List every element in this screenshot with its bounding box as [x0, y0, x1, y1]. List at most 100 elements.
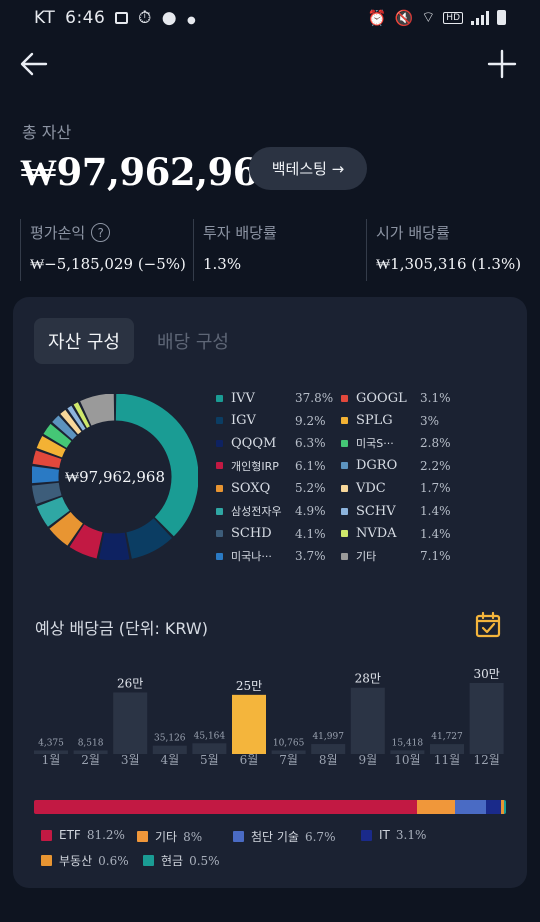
donut-slice[interactable] — [69, 524, 104, 559]
dividend-value-label: 45,164 — [194, 731, 226, 741]
category-legend-item: 현금 0.5% — [143, 852, 220, 869]
month-label: 6월 — [239, 753, 259, 767]
category-segment[interactable] — [34, 800, 417, 814]
dividend-bar[interactable] — [350, 687, 385, 754]
legend-swatch — [341, 439, 348, 447]
legend-percent: 2.2% — [420, 458, 451, 473]
calendar-check-icon[interactable] — [474, 611, 502, 639]
tab-asset-composition[interactable]: 자산 구성 — [34, 318, 134, 364]
donut-slice[interactable] — [32, 450, 62, 469]
dividend-bar[interactable] — [469, 683, 504, 754]
dividend-value-label: 30만 — [473, 667, 499, 681]
backtest-button[interactable]: 백테스팅 → — [249, 147, 367, 190]
category-percent: 81.2% — [86, 828, 125, 842]
legend-swatch — [341, 507, 348, 515]
legend-name: IGV — [231, 413, 256, 429]
legend-swatch — [216, 552, 223, 560]
category-segment[interactable] — [416, 800, 455, 814]
stat-profit: 평가손익 ? ₩−5,185,029 (−5%) — [20, 219, 190, 281]
dividend-bar[interactable] — [271, 750, 306, 755]
stat-invest-yield-value: 1.3% — [203, 255, 242, 273]
donut-slice[interactable] — [67, 405, 86, 431]
legend-swatch — [216, 484, 223, 492]
legend-percent: 1.7% — [420, 481, 451, 496]
legend-item: 미국S··· 2.8% — [341, 433, 451, 453]
status-bar: KT 6:46 ⏱ ● ● ⏰ 🔇 ⌔ HD — [0, 0, 540, 36]
legend-percent: 1.4% — [420, 526, 451, 541]
category-percent: 3.1% — [395, 828, 427, 842]
dividend-bar[interactable] — [192, 743, 227, 754]
legend-name: 미국S··· — [356, 437, 394, 451]
month-label: 9월 — [358, 753, 378, 767]
category-percent: 6.7% — [304, 829, 336, 844]
status-right: ⏰ 🔇 ⌔ HD — [368, 8, 506, 27]
legend-item: NVDA 1.4% — [341, 524, 451, 544]
legend-name: VDC — [356, 480, 386, 496]
dividend-bar[interactable] — [390, 750, 425, 754]
dividend-bar[interactable] — [34, 750, 68, 755]
dividend-bar[interactable] — [430, 744, 464, 754]
donut-slice[interactable] — [49, 511, 84, 546]
legend-swatch — [216, 439, 223, 447]
dividend-value-label: 25만 — [236, 679, 262, 693]
category-stacked-bar — [34, 800, 506, 814]
legend-name: 미국나··· — [231, 550, 272, 564]
legend-percent: 3.7% — [295, 549, 326, 564]
legend-swatch — [341, 530, 348, 538]
donut-slice[interactable] — [115, 393, 199, 537]
donut-slice[interactable] — [31, 466, 60, 484]
category-segment[interactable] — [486, 800, 501, 814]
dividend-bar[interactable] — [73, 750, 108, 755]
legend-percent: 9.2% — [295, 413, 326, 428]
legend-item: 미국나··· 3.7% — [216, 546, 326, 566]
legend-swatch — [341, 417, 348, 425]
donut-slice[interactable] — [31, 482, 62, 505]
donut-svg — [31, 393, 199, 561]
legend-name: SPLG — [356, 413, 393, 429]
legend-swatch — [216, 394, 223, 402]
dividend-bar[interactable] — [113, 692, 148, 754]
month-label: 3월 — [120, 753, 140, 767]
dividend-bar[interactable] — [152, 745, 187, 754]
help-icon[interactable]: ? — [91, 223, 111, 242]
donut-slice[interactable] — [125, 517, 173, 559]
mute-icon: 🔇 — [394, 8, 414, 27]
donut-slice[interactable] — [36, 496, 70, 527]
stat-market-yield-label: 시가 배당률 — [376, 224, 450, 242]
legend-name: NVDA — [356, 526, 397, 542]
month-label: 10월 — [394, 753, 421, 767]
legend-swatch — [341, 394, 348, 402]
wifi-icon: ⌔ — [421, 8, 436, 26]
signal-icon — [471, 10, 489, 25]
month-label: 5월 — [200, 753, 219, 767]
category-swatch — [41, 855, 52, 866]
category-segment[interactable] — [454, 800, 487, 814]
donut-slice[interactable] — [43, 423, 72, 449]
dividend-bar[interactable] — [311, 744, 346, 754]
legend-item: 기타 7.1% — [341, 546, 451, 566]
legend-item: VDC 1.7% — [341, 478, 451, 498]
stat-market-yield: 시가 배당률 ₩1,305,316 (1.3%) — [366, 219, 526, 281]
dividend-title: 예상 배당금 (단위: KRW) — [35, 619, 208, 638]
legend-swatch — [216, 462, 223, 470]
dividend-value-label: 28만 — [355, 672, 381, 686]
category-segment[interactable] — [500, 800, 504, 814]
month-label: 2월 — [81, 753, 100, 767]
category-segment[interactable] — [503, 800, 506, 814]
tab-dividend-composition[interactable]: 배당 구성 — [157, 332, 229, 353]
legend-name: 기타 — [356, 550, 377, 564]
donut-slice[interactable] — [80, 393, 115, 426]
dividend-value-label: 41,997 — [312, 732, 344, 742]
donut-slice[interactable] — [73, 402, 90, 428]
dividend-bar[interactable] — [232, 694, 266, 754]
donut-slice[interactable] — [36, 436, 66, 458]
category-swatch — [41, 829, 52, 841]
donut-slice[interactable] — [99, 532, 130, 561]
legend-name: 개인형IRP — [231, 459, 279, 473]
arrow-left-icon[interactable] — [18, 48, 50, 80]
category-percent: 0.5% — [189, 853, 220, 868]
donut-slice[interactable] — [52, 415, 77, 440]
plus-icon[interactable] — [486, 48, 518, 80]
legend-percent: 3% — [420, 413, 440, 428]
donut-slice[interactable] — [60, 409, 82, 435]
